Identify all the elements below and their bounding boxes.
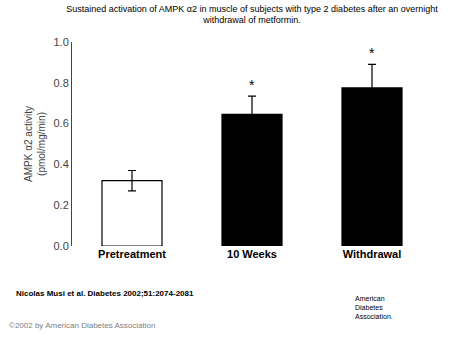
svg-text:Sustained activation of AMPK α: Sustained activation of AMPK α2 in muscl… [66, 4, 438, 26]
svg-text:0.2: 0.2 [54, 199, 69, 211]
svg-text:0.6: 0.6 [54, 117, 69, 129]
svg-text:*: * [369, 45, 375, 61]
svg-text:1.0: 1.0 [54, 36, 69, 48]
svg-text:0.8: 0.8 [54, 77, 69, 89]
svg-text:©2002 by American Diabetes Ass: ©2002 by American Diabetes Association [9, 321, 155, 330]
svg-text:AMPK α2 activity(pmol/mg/min): AMPK α2 activity(pmol/mg/min) [23, 106, 47, 182]
svg-text:Withdrawal: Withdrawal [343, 248, 402, 260]
svg-text:0.0: 0.0 [54, 240, 69, 252]
svg-text:Nicolas Musi et al. Diabetes 2: Nicolas Musi et al. Diabetes 2002;51:207… [16, 289, 194, 298]
svg-text:0.4: 0.4 [54, 158, 69, 170]
svg-text:10 Weeks: 10 Weeks [227, 248, 277, 260]
svg-text:*: * [249, 77, 255, 93]
svg-text:Pretreatment: Pretreatment [98, 248, 166, 260]
svg-text:AmericanDiabetesAssociation.: AmericanDiabetesAssociation. [355, 295, 393, 320]
